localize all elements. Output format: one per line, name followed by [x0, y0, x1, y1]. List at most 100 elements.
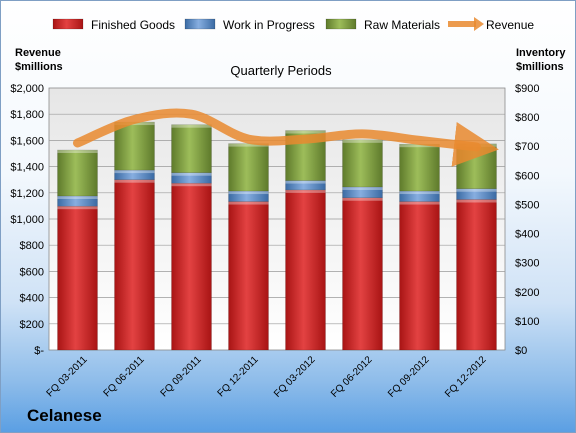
left-tick-label: $800 — [20, 240, 44, 252]
bar-segment-finished-goods — [456, 199, 497, 351]
bar-top-highlight — [456, 199, 497, 203]
bar-top-highlight — [285, 130, 326, 134]
bar-segment-finished-goods — [342, 197, 383, 351]
right-axis-title-line1: Inventory — [516, 47, 566, 59]
category-label: FQ 03-2012 — [272, 354, 318, 400]
bar-top-highlight — [171, 172, 212, 176]
bar-fill-raw-materials — [57, 149, 98, 197]
bar-top-highlight — [57, 150, 98, 154]
bar-fill-finished-goods — [399, 201, 440, 351]
left-tick-label: $400 — [20, 293, 44, 305]
right-tick-label: $100 — [515, 316, 539, 328]
bar-top-highlight — [57, 196, 98, 200]
legend-item-revenue: Revenue — [448, 17, 534, 32]
bar-fill-finished-goods — [456, 199, 497, 351]
bar-fill-finished-goods — [171, 182, 212, 351]
category-label: FQ 06-2011 — [102, 354, 147, 399]
left-tick-label: $1,400 — [10, 162, 44, 174]
bar-segment-work-in-progress — [171, 172, 212, 184]
bar-top-highlight — [228, 201, 269, 205]
right-tick-label: $900 — [515, 83, 539, 95]
bar-segment-work-in-progress — [285, 180, 326, 191]
bar-fill-raw-materials — [171, 124, 212, 173]
right-axis-title-line2: $millions — [516, 61, 564, 73]
bar-segment-work-in-progress — [342, 186, 383, 198]
revenue-line — [73, 108, 499, 167]
legend-label: Revenue — [486, 18, 534, 32]
bars — [57, 121, 497, 351]
left-tick-label: $1,000 — [10, 214, 44, 226]
bar-top-highlight — [285, 189, 326, 193]
bar-segment-raw-materials — [114, 121, 155, 171]
bar-fill-raw-materials — [114, 121, 155, 171]
legend-item-raw-materials: Raw Materials — [325, 18, 440, 32]
left-tick-label: $1,200 — [10, 188, 44, 200]
bar-fill-raw-materials — [399, 143, 440, 192]
right-tick-label: $0 — [515, 345, 527, 357]
bar-segment-work-in-progress — [57, 195, 98, 207]
bar-segment-raw-materials — [57, 149, 98, 197]
bar-top-highlight — [171, 183, 212, 187]
bar-segment-finished-goods — [114, 179, 155, 351]
bar-fill-finished-goods — [228, 201, 269, 351]
left-tick-label: $200 — [20, 319, 44, 331]
right-tick-label: $500 — [515, 199, 539, 211]
bar-segment-finished-goods — [228, 201, 269, 351]
bar-top-highlight — [57, 206, 98, 210]
bar-top-highlight — [456, 188, 497, 192]
bar-top-highlight — [342, 186, 383, 190]
legend-swatch — [325, 18, 357, 30]
bar-segment-work-in-progress — [456, 188, 497, 200]
legend: Finished Goods Work in Progress Raw Materi… — [52, 17, 534, 32]
legend-item-finished-goods: Finished Goods — [52, 18, 175, 32]
legend-label: Raw Materials — [364, 18, 440, 32]
bar-top-highlight — [228, 143, 269, 147]
right-tick-label: $200 — [515, 287, 539, 299]
category-label: FQ 03-2011 — [45, 354, 90, 399]
bar-top-highlight — [228, 191, 269, 195]
right-tick-label: $800 — [515, 112, 539, 124]
bar-segment-finished-goods — [285, 189, 326, 351]
bar-top-highlight — [342, 139, 383, 143]
legend-item-work-in-progress: Work in Progress — [184, 18, 315, 32]
category-label: FQ 12-2012 — [443, 354, 489, 400]
bar-fill-raw-materials — [342, 139, 383, 188]
bar-fill-finished-goods — [285, 189, 326, 351]
legend-label: Finished Goods — [91, 18, 175, 32]
bar-segment-finished-goods — [171, 182, 212, 351]
chart-subtitle: Quarterly Periods — [230, 63, 332, 78]
bar-fill-finished-goods — [57, 205, 98, 351]
left-tick-label: $- — [34, 345, 44, 357]
bar-segment-raw-materials — [342, 139, 383, 188]
right-tick-label: $600 — [515, 170, 539, 182]
left-tick-label: $2,000 — [10, 83, 44, 95]
legend-swatch-arrow — [474, 17, 484, 31]
bar-fill-raw-materials — [228, 143, 269, 192]
left-tick-label: $1,600 — [10, 135, 44, 147]
category-label: FQ 12-2011 — [216, 354, 261, 399]
right-tick-label: $700 — [515, 141, 539, 153]
left-tick-label: $600 — [20, 266, 44, 278]
bar-fill-finished-goods — [342, 197, 383, 351]
bar-top-highlight — [399, 144, 440, 148]
bar-top-highlight — [399, 201, 440, 205]
bar-top-highlight — [399, 191, 440, 195]
bar-segment-raw-materials — [171, 124, 212, 173]
bar-top-highlight — [114, 170, 155, 174]
left-axis-title-line1: Revenue — [15, 47, 61, 59]
bar-top-highlight — [114, 179, 155, 183]
category-label: FQ 06-2012 — [329, 354, 375, 400]
legend-swatch — [52, 18, 84, 30]
bar-segment-raw-materials — [399, 143, 440, 192]
left-axis-title-line2: $millions — [15, 61, 63, 73]
bar-top-highlight — [171, 124, 212, 128]
bar-top-highlight — [285, 180, 326, 184]
category-label: FQ 09-2012 — [386, 354, 432, 400]
bar-segment-finished-goods — [399, 201, 440, 351]
bar-segment-work-in-progress — [114, 169, 155, 180]
bar-fill-finished-goods — [114, 179, 155, 351]
bar-segment-work-in-progress — [228, 190, 269, 202]
bar-segment-finished-goods — [57, 205, 98, 351]
